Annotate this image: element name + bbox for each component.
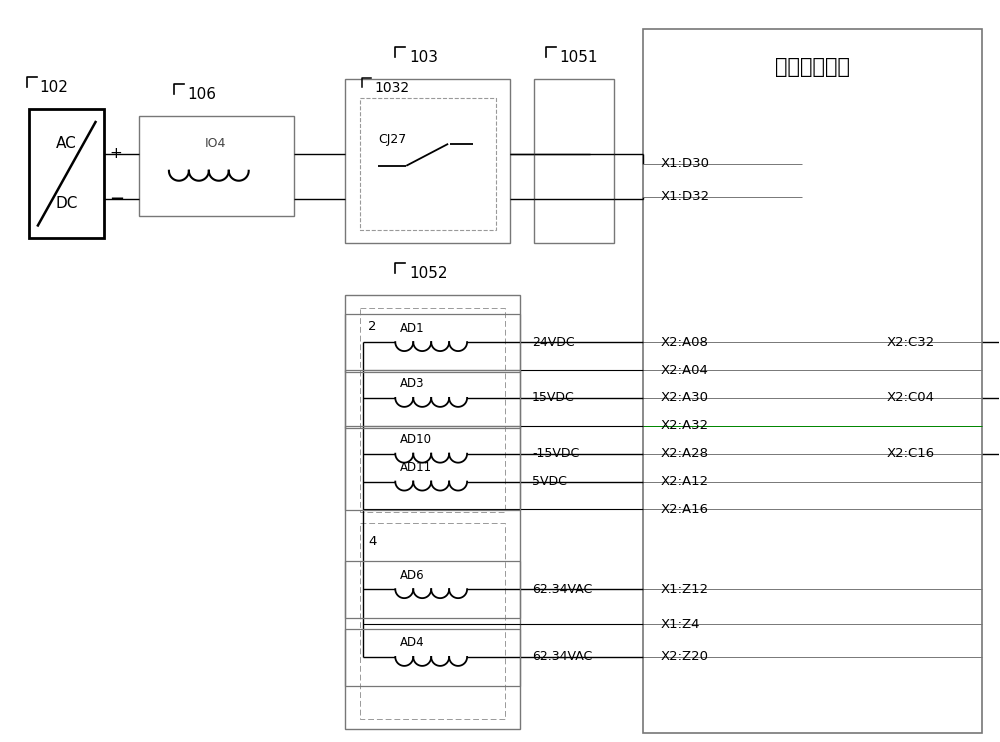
Text: CJ27: CJ27 bbox=[378, 134, 407, 146]
Text: 1051: 1051 bbox=[559, 50, 597, 65]
Text: AD1: AD1 bbox=[400, 322, 425, 335]
Text: 1052: 1052 bbox=[409, 266, 448, 281]
Text: X2:A32: X2:A32 bbox=[661, 419, 709, 433]
Bar bbox=[345, 370, 520, 428]
Text: X2:C16: X2:C16 bbox=[887, 447, 935, 460]
Text: X1:Z12: X1:Z12 bbox=[661, 582, 709, 596]
Text: X2:C32: X2:C32 bbox=[887, 335, 935, 349]
Bar bbox=[345, 79, 510, 243]
Text: X2:A28: X2:A28 bbox=[661, 447, 709, 460]
Text: AD10: AD10 bbox=[400, 433, 432, 446]
Text: AD6: AD6 bbox=[400, 568, 425, 582]
Bar bbox=[360, 98, 496, 229]
Text: -15VDC: -15VDC bbox=[532, 447, 579, 460]
Text: 2: 2 bbox=[368, 320, 377, 332]
Bar bbox=[139, 116, 294, 216]
Text: X1:D32: X1:D32 bbox=[661, 190, 710, 203]
Text: X2:A16: X2:A16 bbox=[661, 503, 709, 516]
Text: 1032: 1032 bbox=[374, 81, 409, 95]
Bar bbox=[345, 629, 520, 686]
Text: X2:A04: X2:A04 bbox=[661, 364, 708, 376]
Bar bbox=[360, 523, 505, 719]
Bar bbox=[345, 295, 520, 729]
Text: X1:D30: X1:D30 bbox=[661, 157, 710, 170]
Bar bbox=[345, 314, 520, 372]
Text: 24VDC: 24VDC bbox=[532, 335, 575, 349]
Text: +: + bbox=[109, 146, 122, 161]
Text: DC: DC bbox=[55, 196, 77, 211]
Text: AD3: AD3 bbox=[400, 378, 425, 390]
Text: X2:A12: X2:A12 bbox=[661, 475, 709, 488]
Bar bbox=[360, 308, 505, 513]
Text: −: − bbox=[109, 190, 124, 208]
Text: 102: 102 bbox=[39, 79, 68, 94]
Text: IO4: IO4 bbox=[205, 137, 226, 151]
Text: 5VDC: 5VDC bbox=[532, 475, 567, 488]
Text: 106: 106 bbox=[187, 87, 216, 102]
Text: AD11: AD11 bbox=[400, 461, 432, 474]
Bar bbox=[345, 426, 520, 510]
Text: 4: 4 bbox=[368, 535, 377, 548]
Text: X2:A08: X2:A08 bbox=[661, 335, 708, 349]
Text: 62.34VAC: 62.34VAC bbox=[532, 582, 592, 596]
Text: X2:C04: X2:C04 bbox=[887, 391, 935, 404]
Text: AC: AC bbox=[56, 137, 77, 151]
Text: X2:Z20: X2:Z20 bbox=[661, 651, 709, 663]
Text: X2:A30: X2:A30 bbox=[661, 391, 709, 404]
Text: 逆变器电源卡: 逆变器电源卡 bbox=[775, 57, 850, 77]
Text: 103: 103 bbox=[409, 50, 438, 65]
Text: AD4: AD4 bbox=[400, 637, 425, 649]
Text: 62.34VAC: 62.34VAC bbox=[532, 651, 592, 663]
Bar bbox=[534, 79, 614, 243]
Bar bbox=[29, 109, 104, 238]
Text: 15VDC: 15VDC bbox=[532, 391, 575, 404]
Bar bbox=[643, 29, 982, 732]
Text: X1:Z4: X1:Z4 bbox=[661, 617, 700, 631]
Bar bbox=[345, 561, 520, 618]
